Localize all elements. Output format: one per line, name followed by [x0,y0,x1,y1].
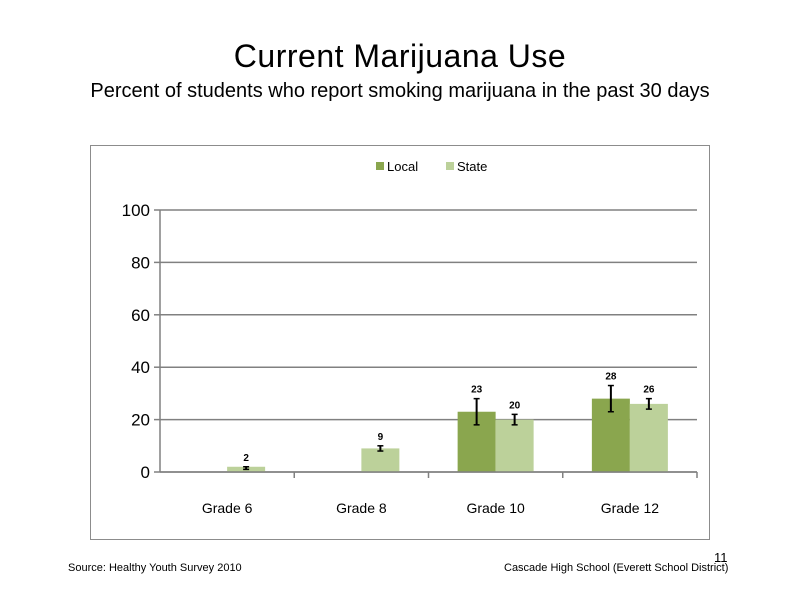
legend-label: Local [387,159,418,174]
data-label: 26 [643,385,655,396]
y-tick-label: 60 [131,306,150,325]
y-tick-label: 20 [131,411,150,430]
x-tick-label: Grade 10 [466,500,525,516]
x-tick-label: Grade 6 [202,500,253,516]
source-note: Source: Healthy Youth Survey 2010 [68,562,242,574]
legend-swatch-local [376,162,384,170]
data-label: 2 [243,453,249,464]
chart-area [90,145,710,540]
chart-subtitle: Percent of students who report smoking m… [90,80,710,102]
data-label: 28 [605,372,617,383]
bar-state [361,448,400,472]
legend-label: State [457,159,487,174]
y-tick-label: 40 [131,358,150,377]
y-tick-label: 0 [141,463,150,482]
data-label: 20 [509,400,521,411]
school-note: Cascade High School (Everett School Dist… [504,562,729,574]
chart-title: Current Marijuana Use [233,38,567,74]
data-label: 23 [471,385,483,396]
bar-state [495,419,534,472]
x-tick-label: Grade 12 [601,500,660,516]
legend-swatch-state [446,162,454,170]
bar-state [629,403,668,472]
data-label: 9 [378,432,384,443]
page-number: 11 [714,550,728,565]
y-tick-label: 100 [122,201,150,220]
y-tick-label: 80 [131,253,150,272]
x-tick-label: Grade 8 [336,500,387,516]
